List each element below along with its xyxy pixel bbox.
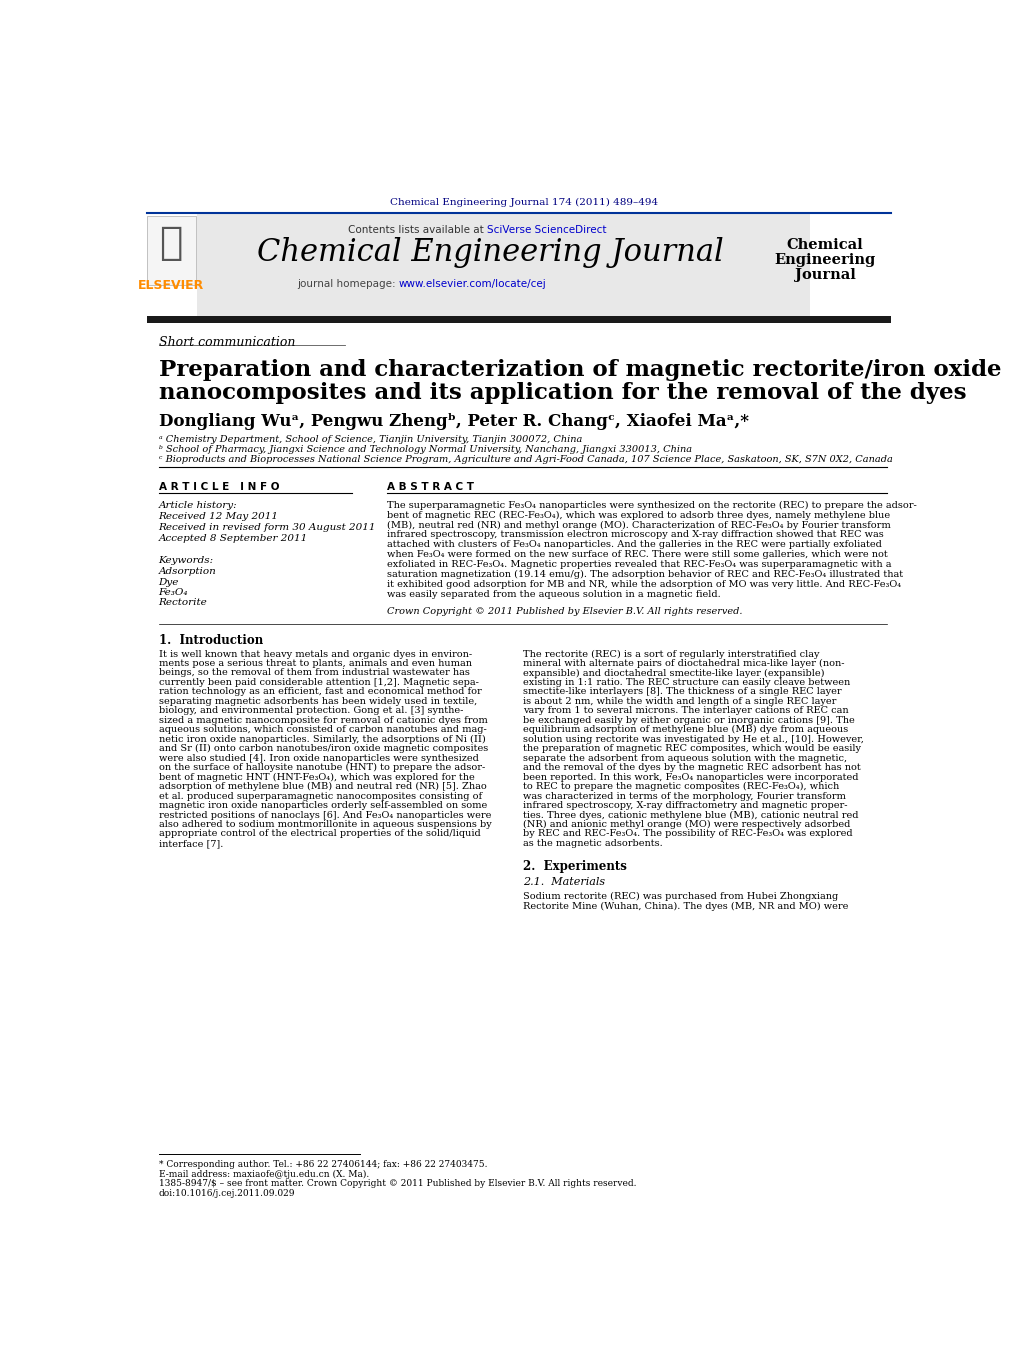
Text: been reported. In this work, Fe₃O₄ nanoparticles were incorporated: been reported. In this work, Fe₃O₄ nanop… bbox=[523, 773, 859, 782]
Text: expansible) and dioctahedral smectite-like layer (expansible): expansible) and dioctahedral smectite-li… bbox=[523, 669, 824, 678]
Text: A R T I C L E   I N F O: A R T I C L E I N F O bbox=[158, 482, 279, 493]
Text: The superparamagnetic Fe₃O₄ nanoparticles were synthesized on the rectorite (REC: The superparamagnetic Fe₃O₄ nanoparticle… bbox=[387, 501, 917, 511]
Text: ⬛: ⬛ bbox=[159, 224, 183, 262]
Text: A B S T R A C T: A B S T R A C T bbox=[387, 482, 474, 493]
Text: biology, and environmental protection. Gong et al. [3] synthe-: biology, and environmental protection. G… bbox=[158, 707, 463, 716]
Text: Chemical: Chemical bbox=[787, 238, 864, 253]
Text: and the removal of the dyes by the magnetic REC adsorbent has not: and the removal of the dyes by the magne… bbox=[523, 763, 861, 773]
Text: saturation magnetization (19.14 emu/g). The adsorption behavior of REC and REC-F: saturation magnetization (19.14 emu/g). … bbox=[387, 570, 904, 580]
Text: * Corresponding author. Tel.: +86 22 27406144; fax: +86 22 27403475.: * Corresponding author. Tel.: +86 22 274… bbox=[158, 1161, 487, 1169]
Text: beings, so the removal of them from industrial wastewater has: beings, so the removal of them from indu… bbox=[158, 669, 470, 677]
Text: currently been paid considerable attention [1,2]. Magnetic sepa-: currently been paid considerable attenti… bbox=[158, 678, 479, 686]
Text: Chemical Engineering Journal: Chemical Engineering Journal bbox=[257, 238, 724, 269]
Text: et al. produced superparamagnetic nanocomposites consisting of: et al. produced superparamagnetic nanoco… bbox=[158, 792, 482, 801]
Text: (MB), neutral red (NR) and methyl orange (MO). Characterization of REC-Fe₃O₄ by : (MB), neutral red (NR) and methyl orange… bbox=[387, 520, 891, 530]
Text: attached with clusters of Fe₃O₄ nanoparticles. And the galleries in the REC were: attached with clusters of Fe₃O₄ nanopart… bbox=[387, 540, 882, 550]
Text: as the magnetic adsorbents.: as the magnetic adsorbents. bbox=[523, 839, 663, 848]
Text: Rectorite: Rectorite bbox=[158, 598, 207, 608]
Text: to REC to prepare the magnetic composites (REC-Fe₃O₄), which: to REC to prepare the magnetic composite… bbox=[523, 782, 839, 792]
Text: vary from 1 to several microns. The interlayer cations of REC can: vary from 1 to several microns. The inte… bbox=[523, 707, 848, 716]
Text: doi:10.1016/j.cej.2011.09.029: doi:10.1016/j.cej.2011.09.029 bbox=[158, 1189, 295, 1197]
Text: on the surface of halloysite nanotube (HNT) to prepare the adsor-: on the surface of halloysite nanotube (H… bbox=[158, 763, 485, 773]
Text: The rectorite (REC) is a sort of regularly interstratified clay: The rectorite (REC) is a sort of regular… bbox=[523, 650, 820, 659]
Text: sized a magnetic nanocomposite for removal of cationic dyes from: sized a magnetic nanocomposite for remov… bbox=[158, 716, 487, 725]
Text: Journal: Journal bbox=[794, 267, 856, 281]
Text: exfoliated in REC-Fe₃O₄. Magnetic properties revealed that REC-Fe₃O₄ was superpa: exfoliated in REC-Fe₃O₄. Magnetic proper… bbox=[387, 561, 891, 569]
Text: Chemical Engineering Journal 174 (2011) 489–494: Chemical Engineering Journal 174 (2011) … bbox=[390, 197, 658, 207]
Text: nanocomposites and its application for the removal of the dyes: nanocomposites and its application for t… bbox=[158, 382, 966, 404]
Text: restricted positions of nanoclays [6]. And Fe₃O₄ nanoparticles were: restricted positions of nanoclays [6]. A… bbox=[158, 811, 491, 820]
Text: Keywords:: Keywords: bbox=[158, 557, 213, 565]
Text: Received 12 May 2011: Received 12 May 2011 bbox=[158, 512, 279, 521]
Text: ELSEVIER: ELSEVIER bbox=[138, 278, 204, 292]
Text: be exchanged easily by either organic or inorganic cations [9]. The: be exchanged easily by either organic or… bbox=[523, 716, 855, 725]
Text: 1385-8947/$ – see front matter. Crown Copyright © 2011 Published by Elsevier B.V: 1385-8947/$ – see front matter. Crown Co… bbox=[158, 1178, 636, 1188]
Text: ments pose a serious threat to plants, animals and even human: ments pose a serious threat to plants, a… bbox=[158, 659, 472, 667]
Bar bbox=[147, 316, 891, 323]
Text: Article history:: Article history: bbox=[158, 501, 237, 509]
Text: Short communication: Short communication bbox=[158, 336, 295, 349]
Text: and Sr (II) onto carbon nanotubes/iron oxide magnetic composites: and Sr (II) onto carbon nanotubes/iron o… bbox=[158, 744, 488, 754]
Text: were also studied [4]. Iron oxide nanoparticles were synthesized: were also studied [4]. Iron oxide nanopa… bbox=[158, 754, 479, 763]
Text: E-mail address: maxiaofe@tju.edu.cn (X. Ma).: E-mail address: maxiaofe@tju.edu.cn (X. … bbox=[158, 1170, 369, 1179]
Text: 2.  Experiments: 2. Experiments bbox=[523, 859, 627, 873]
Bar bbox=[147, 216, 196, 285]
Text: bent of magnetic REC (REC-Fe₃O₄), which was explored to adsorb three dyes, namel: bent of magnetic REC (REC-Fe₃O₄), which … bbox=[387, 511, 890, 520]
Text: Received in revised form 30 August 2011: Received in revised form 30 August 2011 bbox=[158, 523, 376, 532]
Text: Dye: Dye bbox=[158, 577, 179, 586]
Text: www.elsevier.com/locate/cej: www.elsevier.com/locate/cej bbox=[399, 278, 546, 289]
Text: SciVerse ScienceDirect: SciVerse ScienceDirect bbox=[487, 226, 606, 235]
Text: smectite-like interlayers [8]. The thickness of a single REC layer: smectite-like interlayers [8]. The thick… bbox=[523, 688, 841, 696]
Text: interface [7].: interface [7]. bbox=[158, 839, 223, 848]
Text: ᵇ School of Pharmacy, Jiangxi Science and Technology Normal University, Nanchang: ᵇ School of Pharmacy, Jiangxi Science an… bbox=[158, 446, 692, 454]
Text: separate the adsorbent from aqueous solution with the magnetic,: separate the adsorbent from aqueous solu… bbox=[523, 754, 847, 763]
Text: also adhered to sodium montmorillonite in aqueous suspensions by: also adhered to sodium montmorillonite i… bbox=[158, 820, 491, 830]
Text: Contents lists available at: Contents lists available at bbox=[348, 226, 487, 235]
Bar bbox=[197, 215, 810, 316]
Text: solution using rectorite was investigated by He et al., [10]. However,: solution using rectorite was investigate… bbox=[523, 735, 864, 744]
Text: Engineering: Engineering bbox=[775, 253, 876, 267]
Text: it exhibited good adsorption for MB and NR, while the adsorption of MO was very : it exhibited good adsorption for MB and … bbox=[387, 580, 902, 589]
Text: aqueous solutions, which consisted of carbon nanotubes and mag-: aqueous solutions, which consisted of ca… bbox=[158, 725, 486, 735]
Text: Adsorption: Adsorption bbox=[158, 567, 216, 576]
Text: Crown Copyright © 2011 Published by Elsevier B.V. All rights reserved.: Crown Copyright © 2011 Published by Else… bbox=[387, 607, 742, 616]
Text: ties. Three dyes, cationic methylene blue (MB), cationic neutral red: ties. Three dyes, cationic methylene blu… bbox=[523, 811, 859, 820]
Text: 1.  Introduction: 1. Introduction bbox=[158, 634, 262, 647]
Text: netic iron oxide nanoparticles. Similarly, the adsorptions of Ni (II): netic iron oxide nanoparticles. Similarl… bbox=[158, 735, 485, 744]
Text: equilibrium adsorption of methylene blue (MB) dye from aqueous: equilibrium adsorption of methylene blue… bbox=[523, 725, 848, 735]
Text: by REC and REC-Fe₃O₄. The possibility of REC-Fe₃O₄ was explored: by REC and REC-Fe₃O₄. The possibility of… bbox=[523, 830, 853, 839]
Text: ration technology as an efficient, fast and economical method for: ration technology as an efficient, fast … bbox=[158, 688, 481, 696]
Text: was easily separated from the aqueous solution in a magnetic field.: was easily separated from the aqueous so… bbox=[387, 589, 721, 598]
Text: ᵃ Chemistry Department, School of Science, Tianjin University, Tianjin 300072, C: ᵃ Chemistry Department, School of Scienc… bbox=[158, 435, 582, 444]
Text: Rectorite Mine (Wuhan, China). The dyes (MB, NR and MO) were: Rectorite Mine (Wuhan, China). The dyes … bbox=[523, 901, 848, 911]
Text: mineral with alternate pairs of dioctahedral mica-like layer (non-: mineral with alternate pairs of dioctahe… bbox=[523, 659, 844, 669]
Text: existing in 1:1 ratio. The REC structure can easily cleave between: existing in 1:1 ratio. The REC structure… bbox=[523, 678, 850, 686]
Text: when Fe₃O₄ were formed on the new surface of REC. There were still some gallerie: when Fe₃O₄ were formed on the new surfac… bbox=[387, 550, 888, 559]
Text: Sodium rectorite (REC) was purchased from Hubei Zhongxiang: Sodium rectorite (REC) was purchased fro… bbox=[523, 892, 838, 901]
Text: Preparation and characterization of magnetic rectorite/iron oxide: Preparation and characterization of magn… bbox=[158, 359, 1002, 381]
Text: Dongliang Wuᵃ, Pengwu Zhengᵇ, Peter R. Changᶜ, Xiaofei Maᵃ,*: Dongliang Wuᵃ, Pengwu Zhengᵇ, Peter R. C… bbox=[158, 413, 748, 430]
Text: infrared spectroscopy, X-ray diffractometry and magnetic proper-: infrared spectroscopy, X-ray diffractome… bbox=[523, 801, 847, 811]
Text: bent of magnetic HNT (HNT-Fe₃O₄), which was explored for the: bent of magnetic HNT (HNT-Fe₃O₄), which … bbox=[158, 773, 475, 782]
Text: magnetic iron oxide nanoparticles orderly self-assembled on some: magnetic iron oxide nanoparticles orderl… bbox=[158, 801, 487, 811]
Text: Accepted 8 September 2011: Accepted 8 September 2011 bbox=[158, 534, 308, 543]
Text: is about 2 nm, while the width and length of a single REC layer: is about 2 nm, while the width and lengt… bbox=[523, 697, 836, 705]
Text: 2.1.  Materials: 2.1. Materials bbox=[523, 877, 605, 886]
Text: ᶜ Bioproducts and Bioprocesses National Science Program, Agriculture and Agri-Fo: ᶜ Bioproducts and Bioprocesses National … bbox=[158, 455, 892, 465]
Text: (NR) and anionic methyl orange (MO) were respectively adsorbed: (NR) and anionic methyl orange (MO) were… bbox=[523, 820, 850, 830]
Text: the preparation of magnetic REC composites, which would be easily: the preparation of magnetic REC composit… bbox=[523, 744, 861, 754]
Text: appropriate control of the electrical properties of the solid/liquid: appropriate control of the electrical pr… bbox=[158, 830, 480, 839]
Text: was characterized in terms of the morphology, Fourier transform: was characterized in terms of the morpho… bbox=[523, 792, 845, 801]
Text: infrared spectroscopy, transmission electron microscopy and X-ray diffraction sh: infrared spectroscopy, transmission elec… bbox=[387, 531, 884, 539]
Text: adsorption of methylene blue (MB) and neutral red (NR) [5]. Zhao: adsorption of methylene blue (MB) and ne… bbox=[158, 782, 486, 792]
Text: journal homepage:: journal homepage: bbox=[297, 278, 399, 289]
Text: Fe₃O₄: Fe₃O₄ bbox=[158, 588, 188, 597]
Text: It is well known that heavy metals and organic dyes in environ-: It is well known that heavy metals and o… bbox=[158, 650, 472, 658]
Text: separating magnetic adsorbents has been widely used in textile,: separating magnetic adsorbents has been … bbox=[158, 697, 477, 705]
